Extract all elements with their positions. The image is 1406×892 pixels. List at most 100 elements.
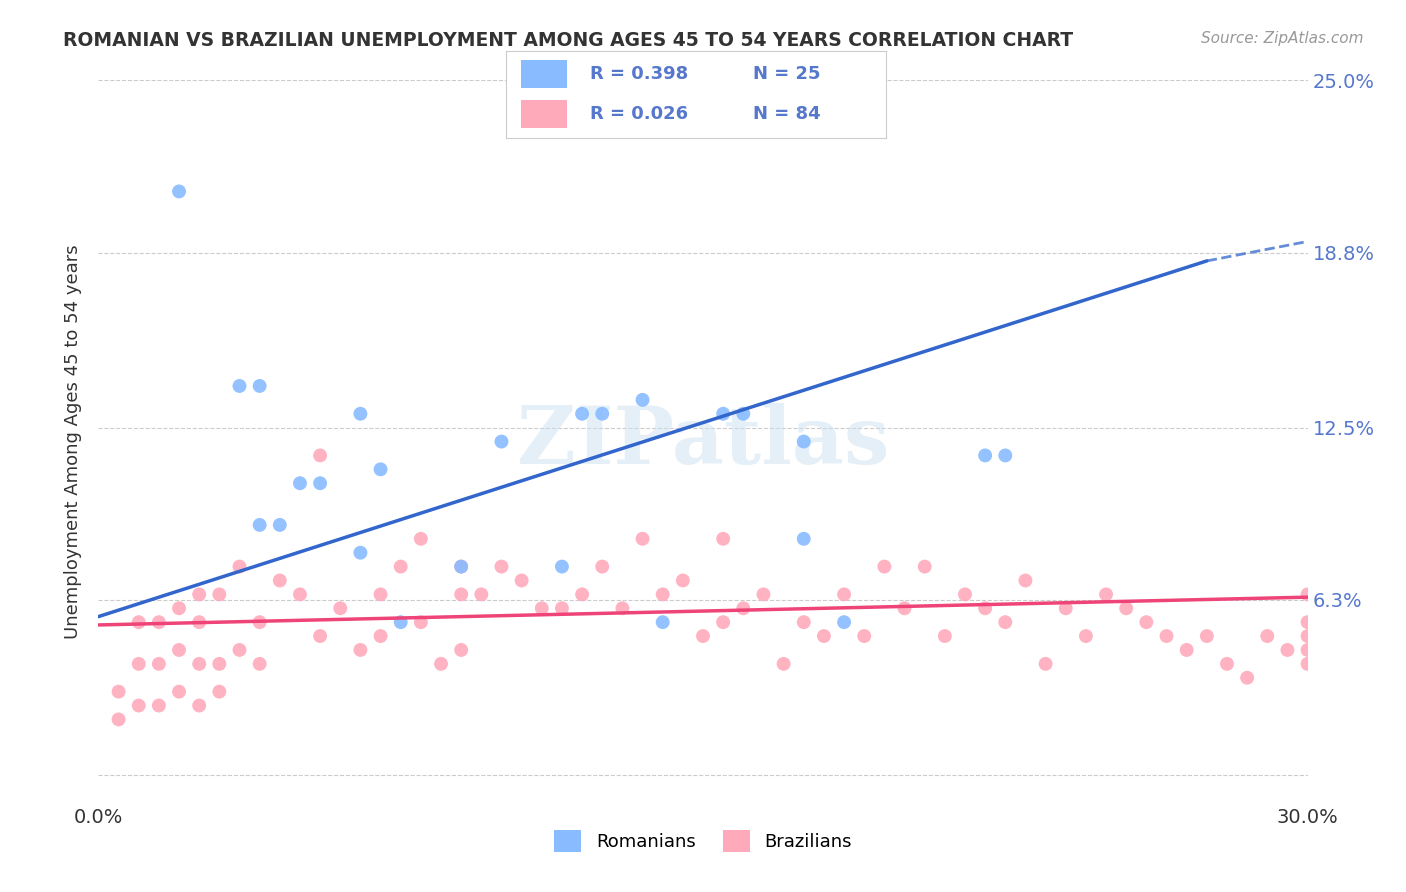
Point xyxy=(188,698,211,713)
Point xyxy=(167,643,190,657)
Point xyxy=(228,643,250,657)
Point xyxy=(1256,629,1278,643)
Point xyxy=(934,629,956,643)
Point xyxy=(551,559,574,574)
Point xyxy=(1135,615,1157,630)
Point xyxy=(510,574,533,588)
Point xyxy=(349,643,371,657)
Point xyxy=(249,657,271,671)
Point xyxy=(813,629,835,643)
Point xyxy=(893,601,915,615)
Y-axis label: Unemployment Among Ages 45 to 54 years: Unemployment Among Ages 45 to 54 years xyxy=(65,244,83,639)
Point xyxy=(853,629,876,643)
Point xyxy=(1175,643,1198,657)
Point xyxy=(551,601,574,615)
Point xyxy=(692,629,714,643)
Point xyxy=(389,615,412,630)
Point xyxy=(733,601,755,615)
Point xyxy=(1296,643,1319,657)
Text: R = 0.398: R = 0.398 xyxy=(589,65,688,84)
Point xyxy=(1277,643,1299,657)
Point xyxy=(994,615,1017,630)
Point xyxy=(128,657,150,671)
Point xyxy=(128,698,150,713)
Point xyxy=(1095,587,1118,601)
Point xyxy=(873,559,896,574)
Point xyxy=(188,587,211,601)
Point xyxy=(269,517,291,532)
Point xyxy=(107,684,129,698)
Point xyxy=(208,587,231,601)
FancyBboxPatch shape xyxy=(522,100,567,128)
Point xyxy=(107,713,129,727)
Point xyxy=(430,657,453,671)
Point xyxy=(651,587,673,601)
Point xyxy=(914,559,936,574)
Point xyxy=(208,684,231,698)
Point xyxy=(370,629,392,643)
Point xyxy=(228,559,250,574)
Point xyxy=(148,657,170,671)
Point xyxy=(450,587,472,601)
Point xyxy=(349,546,371,560)
Point xyxy=(772,657,794,671)
Point xyxy=(711,407,734,421)
Point xyxy=(288,476,311,491)
Point xyxy=(793,615,815,630)
Point xyxy=(370,587,392,601)
Point xyxy=(167,684,190,698)
Point xyxy=(208,657,231,671)
Point xyxy=(631,532,654,546)
Point xyxy=(631,392,654,407)
Point xyxy=(309,629,332,643)
Point xyxy=(612,601,634,615)
Point xyxy=(793,532,815,546)
Point xyxy=(651,615,673,630)
Point xyxy=(329,601,352,615)
Point xyxy=(249,615,271,630)
Point xyxy=(1296,629,1319,643)
Point xyxy=(167,185,190,199)
Point xyxy=(711,615,734,630)
Point xyxy=(148,615,170,630)
Point xyxy=(1296,615,1319,630)
Text: N = 25: N = 25 xyxy=(754,65,821,84)
FancyBboxPatch shape xyxy=(522,61,567,88)
Point xyxy=(974,449,997,463)
Point xyxy=(491,434,513,449)
Point xyxy=(832,615,855,630)
Point xyxy=(249,379,271,393)
Point xyxy=(188,615,211,630)
Text: N = 84: N = 84 xyxy=(754,104,821,123)
Point xyxy=(450,559,472,574)
Point xyxy=(148,698,170,713)
Point xyxy=(450,559,472,574)
Point xyxy=(1035,657,1057,671)
Point xyxy=(128,615,150,630)
Point xyxy=(1216,657,1239,671)
Point xyxy=(571,587,593,601)
Point xyxy=(188,657,211,671)
Point xyxy=(1074,629,1097,643)
Point xyxy=(530,601,553,615)
Point xyxy=(672,574,695,588)
Point xyxy=(994,449,1017,463)
Point xyxy=(1296,657,1319,671)
Point xyxy=(409,615,432,630)
Point xyxy=(409,532,432,546)
Point xyxy=(591,559,613,574)
Text: Source: ZipAtlas.com: Source: ZipAtlas.com xyxy=(1201,31,1364,46)
Point xyxy=(974,601,997,615)
Point xyxy=(571,407,593,421)
Point xyxy=(1156,629,1178,643)
Point xyxy=(953,587,976,601)
Point xyxy=(309,449,332,463)
Point xyxy=(832,587,855,601)
Point xyxy=(793,434,815,449)
Legend: Romanians, Brazilians: Romanians, Brazilians xyxy=(547,822,859,859)
Point xyxy=(249,517,271,532)
Point xyxy=(167,601,190,615)
Point xyxy=(349,407,371,421)
Text: R = 0.026: R = 0.026 xyxy=(589,104,688,123)
Point xyxy=(1195,629,1218,643)
